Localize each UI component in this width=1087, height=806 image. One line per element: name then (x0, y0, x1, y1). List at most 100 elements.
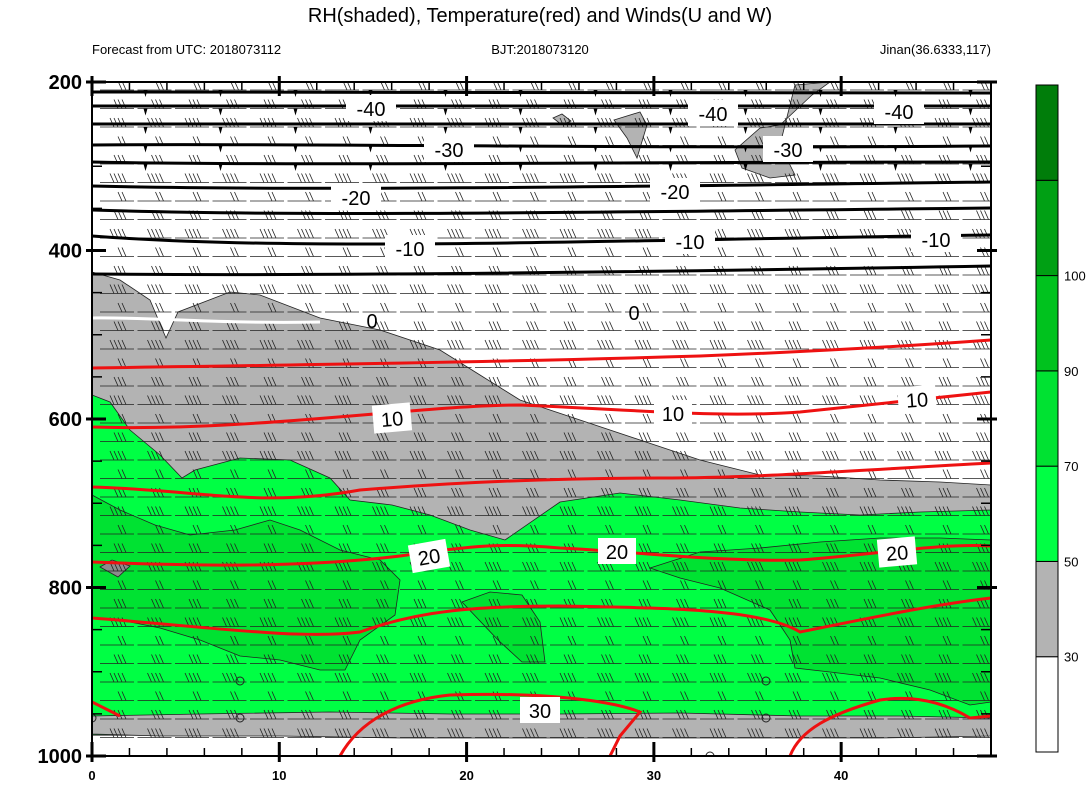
wind-barb (925, 321, 959, 331)
wind-barb (250, 247, 284, 257)
wind-barb (212, 524, 247, 535)
wind-barb (437, 302, 472, 313)
wind-barb (212, 247, 247, 257)
wind-barb (287, 302, 322, 313)
wind-barb (700, 506, 734, 516)
wind-barb (400, 524, 434, 535)
colorbar-tick-50: 50 (1064, 554, 1078, 569)
wind-barb (775, 728, 809, 738)
wind-barb (550, 321, 584, 331)
svg-text:30: 30 (529, 701, 551, 723)
wind-barb (625, 654, 659, 664)
wind-barb (137, 395, 172, 405)
wind-barb (550, 580, 584, 590)
wind-barb (325, 395, 359, 405)
wind-barb (775, 635, 809, 646)
wind-barb (662, 524, 697, 535)
wind-barb (437, 284, 472, 294)
wind-barb (512, 191, 547, 202)
wind-barb (175, 173, 209, 183)
isotherms-warm (92, 338, 991, 756)
wind-barb (362, 598, 397, 609)
wind-barb (887, 376, 922, 387)
colorbar-segment-6 (1035, 84, 1059, 181)
wind-barb (662, 376, 697, 387)
wind-barb (437, 506, 472, 516)
wind-barb (550, 284, 584, 294)
wind-barb (175, 284, 209, 294)
wind-barb (662, 358, 697, 368)
wind-barb (887, 302, 922, 313)
wind-barb (700, 395, 734, 405)
wind-barb (100, 672, 134, 683)
wind-barb (137, 376, 172, 387)
plot-area: -40 -40 -40 -30 -30 -20 -20 -10 -10 -10 … (92, 82, 991, 756)
wind-barb (287, 709, 322, 720)
wind-barb (925, 561, 959, 572)
wind-barb (475, 191, 509, 202)
wind-barb (812, 321, 847, 331)
x-tick-label-10: 10 (272, 768, 286, 783)
wind-barb (700, 302, 734, 313)
wind-barb (437, 709, 472, 720)
wind-barb (100, 247, 134, 257)
isotherm-cold-7 (92, 206, 991, 216)
wind-barb (887, 635, 922, 646)
svg-text:-10: -10 (922, 230, 951, 252)
wind-barb (812, 450, 847, 461)
wind-barb (662, 580, 697, 590)
wind-barb (850, 247, 884, 257)
isotherm-cold-3 (92, 122, 991, 127)
wind-barb (250, 321, 284, 331)
label-minus30-b: -30 (763, 136, 813, 162)
label-minus40-a: -40 (346, 95, 396, 121)
wind-barb (662, 487, 697, 498)
wind-barb (362, 672, 397, 683)
y-tick-label-200: 200 (49, 72, 82, 94)
wind-barb (550, 376, 584, 387)
wind-barb (175, 395, 209, 405)
svg-text:-20: -20 (342, 188, 371, 210)
wind-barb (362, 432, 397, 442)
wind-barb (700, 580, 734, 590)
wind-barb (400, 284, 434, 294)
station-circle-4 (761, 713, 771, 723)
wind-barb (475, 228, 509, 239)
wind-barb (925, 450, 959, 461)
wind-barb (325, 339, 359, 350)
wind-barb (775, 487, 809, 498)
wind-barb (700, 376, 734, 387)
wind-barb (325, 284, 359, 294)
wind-barb (850, 524, 884, 535)
wind-barb (850, 487, 884, 498)
wind-barb (100, 728, 134, 738)
wind-barb (137, 247, 172, 257)
wind-barb (100, 413, 134, 424)
wind-barb (625, 487, 659, 498)
wind-barb (362, 376, 397, 387)
bjt-subtitle: BJT:2018073120 (491, 42, 589, 57)
wind-barb (325, 321, 359, 331)
wind-barb (362, 728, 397, 738)
isotherm-warm-1 (92, 338, 991, 370)
wind-barb (925, 210, 959, 220)
wind-barb (100, 376, 134, 387)
wind-barb (512, 728, 547, 738)
svg-text:-10: -10 (396, 239, 425, 261)
wind-barb (437, 487, 472, 498)
wind-barb (775, 284, 809, 294)
wind-barb (850, 191, 884, 202)
wind-barb (250, 506, 284, 516)
wind-barb (662, 284, 697, 294)
wind-barb (250, 395, 284, 405)
wind-barb (850, 728, 884, 738)
wind-barb (737, 321, 772, 331)
wind-barb (212, 654, 247, 664)
isotherm-cold-8 (92, 233, 991, 246)
wind-barb (662, 339, 697, 350)
label-minus10-b: -10 (665, 228, 715, 254)
wind-barb (250, 561, 284, 572)
wind-barb (137, 450, 172, 461)
wind-barb (175, 432, 209, 442)
wind-barb (625, 691, 659, 701)
